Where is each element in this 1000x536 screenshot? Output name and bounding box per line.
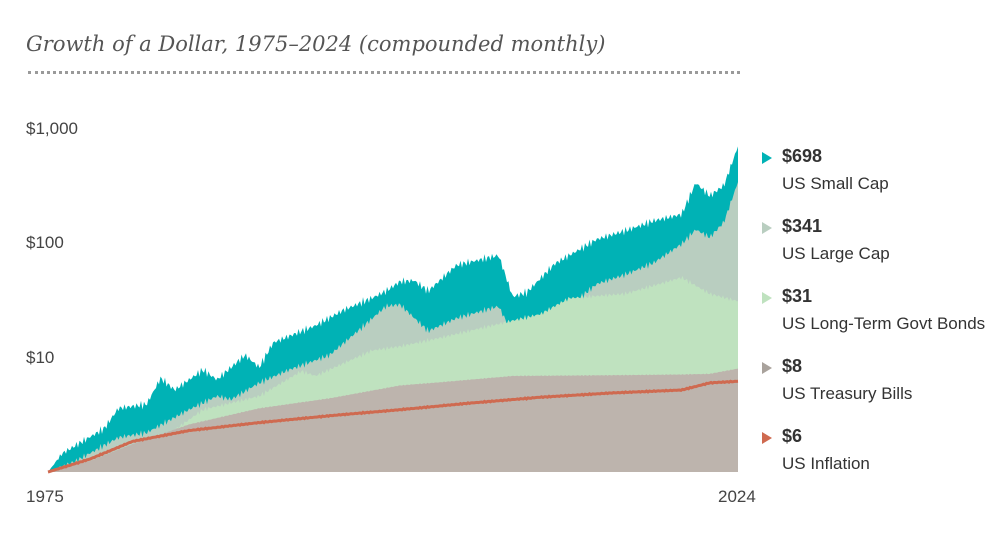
legend-marker-treasury-bills	[762, 362, 772, 374]
y-tick-label-10: $10	[26, 348, 55, 367]
legend-value-treasury-bills: $8	[782, 356, 803, 376]
x-tick-label-end: 2024	[718, 487, 756, 506]
title-dotted-divider	[28, 71, 740, 78]
legend-marker-large-cap	[762, 222, 772, 234]
legend-name-small-cap: US Small Cap	[782, 174, 889, 193]
chart-title: Growth of a Dollar, 1975–2024 (compounde…	[26, 32, 606, 56]
legend-name-govt-bonds: US Long-Term Govt Bonds	[782, 314, 986, 333]
y-tick-label-1000: $1,000	[26, 119, 78, 138]
legend-value-large-cap: $341	[782, 216, 823, 236]
legend-marker-small-cap	[762, 152, 772, 164]
legend-value-small-cap: $698	[782, 146, 823, 166]
legend-name-large-cap: US Large Cap	[782, 244, 890, 263]
legend-value-govt-bonds: $31	[782, 286, 813, 306]
legend-marker-govt-bonds	[762, 292, 772, 304]
y-tick-label-100: $100	[26, 233, 64, 252]
legend-value-inflation: $6	[782, 426, 803, 446]
legend-name-treasury-bills: US Treasury Bills	[782, 384, 913, 403]
line-inflation	[47, 379, 739, 474]
legend-name-inflation: US Inflation	[782, 454, 870, 473]
legend-marker-inflation	[762, 432, 772, 444]
x-tick-label-start: 1975	[26, 487, 64, 506]
